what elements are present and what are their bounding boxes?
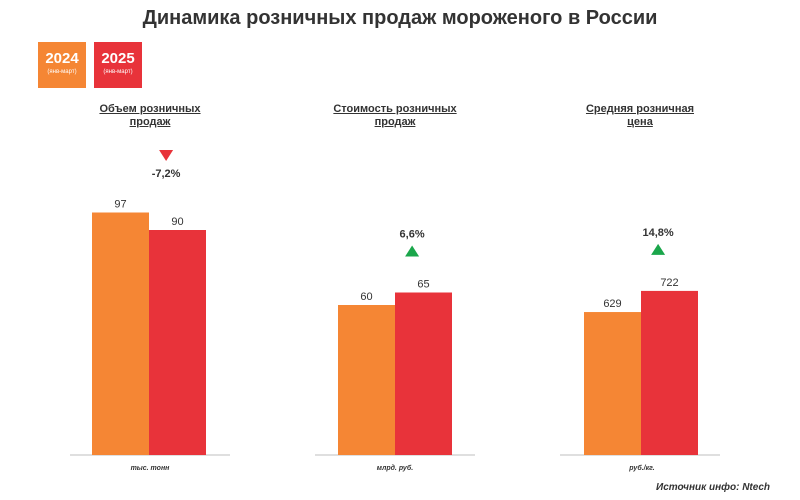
panel-title-price-line2: цена [627,116,653,128]
panel-title-price-line1: Средняя розничная [585,103,695,115]
price-change-label: 14,8% [642,227,673,239]
legend-year-2025: 2025 [101,50,135,67]
legend-2025: 2025 (янв-март) [94,42,142,88]
legend-period-2025: (янв-март) [103,69,133,75]
volume-change-label: -7,2% [152,168,181,180]
value-bar-2024 [338,305,395,455]
legend-period-2024: (янв-март) [47,69,77,75]
source-note: Источник инфо: Ntech [656,482,770,493]
volume-unit-label: тыс. тонн [131,465,171,472]
volume-bar-2025 [149,230,206,455]
price-data-label-2024: 629 [603,298,621,310]
volume-bar-2024 [92,212,149,455]
volume-data-label-2024: 97 [114,199,126,211]
panel-title-value-line2: продаж [374,116,416,128]
value-data-label-2025: 65 [417,279,429,291]
value-data-label-2024: 60 [360,291,372,303]
price-change-arrow-up-icon [651,243,666,255]
chart-title: Динамика розничных продаж мороженого в Р… [142,7,658,29]
value-change-arrow-up-icon [405,245,420,257]
panel-title-value: Стоимость розничных продаж [300,103,490,129]
volume-data-label-2025: 90 [171,216,183,228]
panel-title-volume-line1: Объем розничных [99,103,201,115]
price-unit-label: руб./кг. [628,464,654,472]
panel-title-volume: Объем розничных продаж [55,103,245,129]
panel-title-value-line1: Стоимость розничных [333,103,457,115]
value-bar-2025 [395,292,452,455]
volume-change-arrow-down-icon [159,150,174,161]
price-data-label-2025: 722 [660,277,678,289]
value-change-label: 6,6% [400,229,425,241]
legend-year-2024: 2024 [45,50,79,67]
legend-2024: 2024 (янв-март) [38,42,86,88]
panel-title-price: Средняя розничная цена [545,103,735,129]
panel-title-volume-line2: продаж [129,116,171,128]
price-bar-2025 [641,290,698,455]
price-bar-2024 [584,312,641,455]
value-unit-label: млрд. руб. [377,464,413,472]
